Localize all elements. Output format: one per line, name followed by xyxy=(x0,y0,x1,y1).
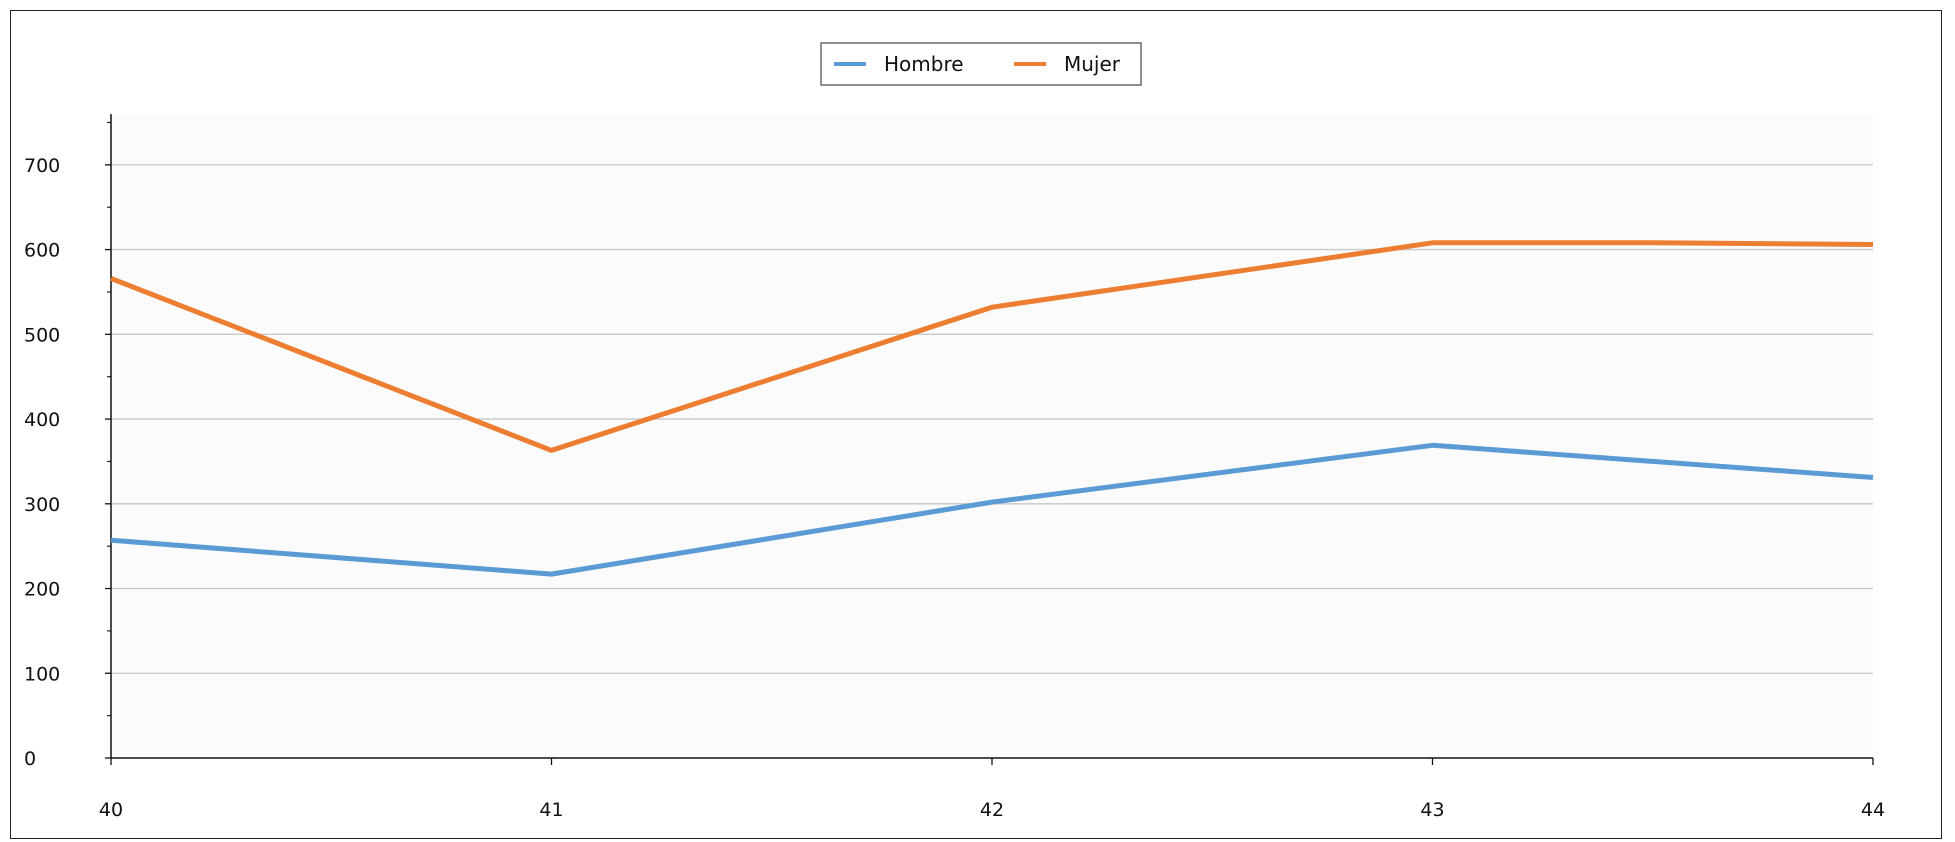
legend-label-mujer: Mujer xyxy=(1064,52,1121,76)
x-axis-ticks: 40 41 42 43 44 xyxy=(99,758,1885,821)
x-tick-label: 40 xyxy=(99,799,123,821)
y-tick-label: 200 xyxy=(24,579,60,601)
x-tick-label: 44 xyxy=(1861,799,1885,821)
y-tick-label: 700 xyxy=(24,155,60,177)
series-lines xyxy=(110,240,1874,577)
series-line-hombre xyxy=(110,442,1874,577)
x-tick-label: 43 xyxy=(1420,799,1444,821)
legend-label-hombre: Hombre xyxy=(884,52,964,76)
y-tick-label: 500 xyxy=(24,324,60,346)
grid-lines xyxy=(111,164,1873,674)
y-tick-label: 0 xyxy=(24,748,36,770)
y-tick-label: 100 xyxy=(24,663,60,685)
legend: Hombre Mujer xyxy=(820,42,1142,86)
series-line-mujer xyxy=(110,240,1874,453)
y-tick-label: 400 xyxy=(24,409,60,431)
y-tick-label: 300 xyxy=(24,494,60,516)
plot-background xyxy=(111,114,1873,758)
legend-box xyxy=(820,42,1142,86)
y-tick-label: 600 xyxy=(24,240,60,262)
y-axis-ticks: 0 100 200 300 400 500 600 700 xyxy=(24,121,111,770)
x-tick-label: 42 xyxy=(980,799,1004,821)
x-tick-label: 41 xyxy=(539,799,563,821)
